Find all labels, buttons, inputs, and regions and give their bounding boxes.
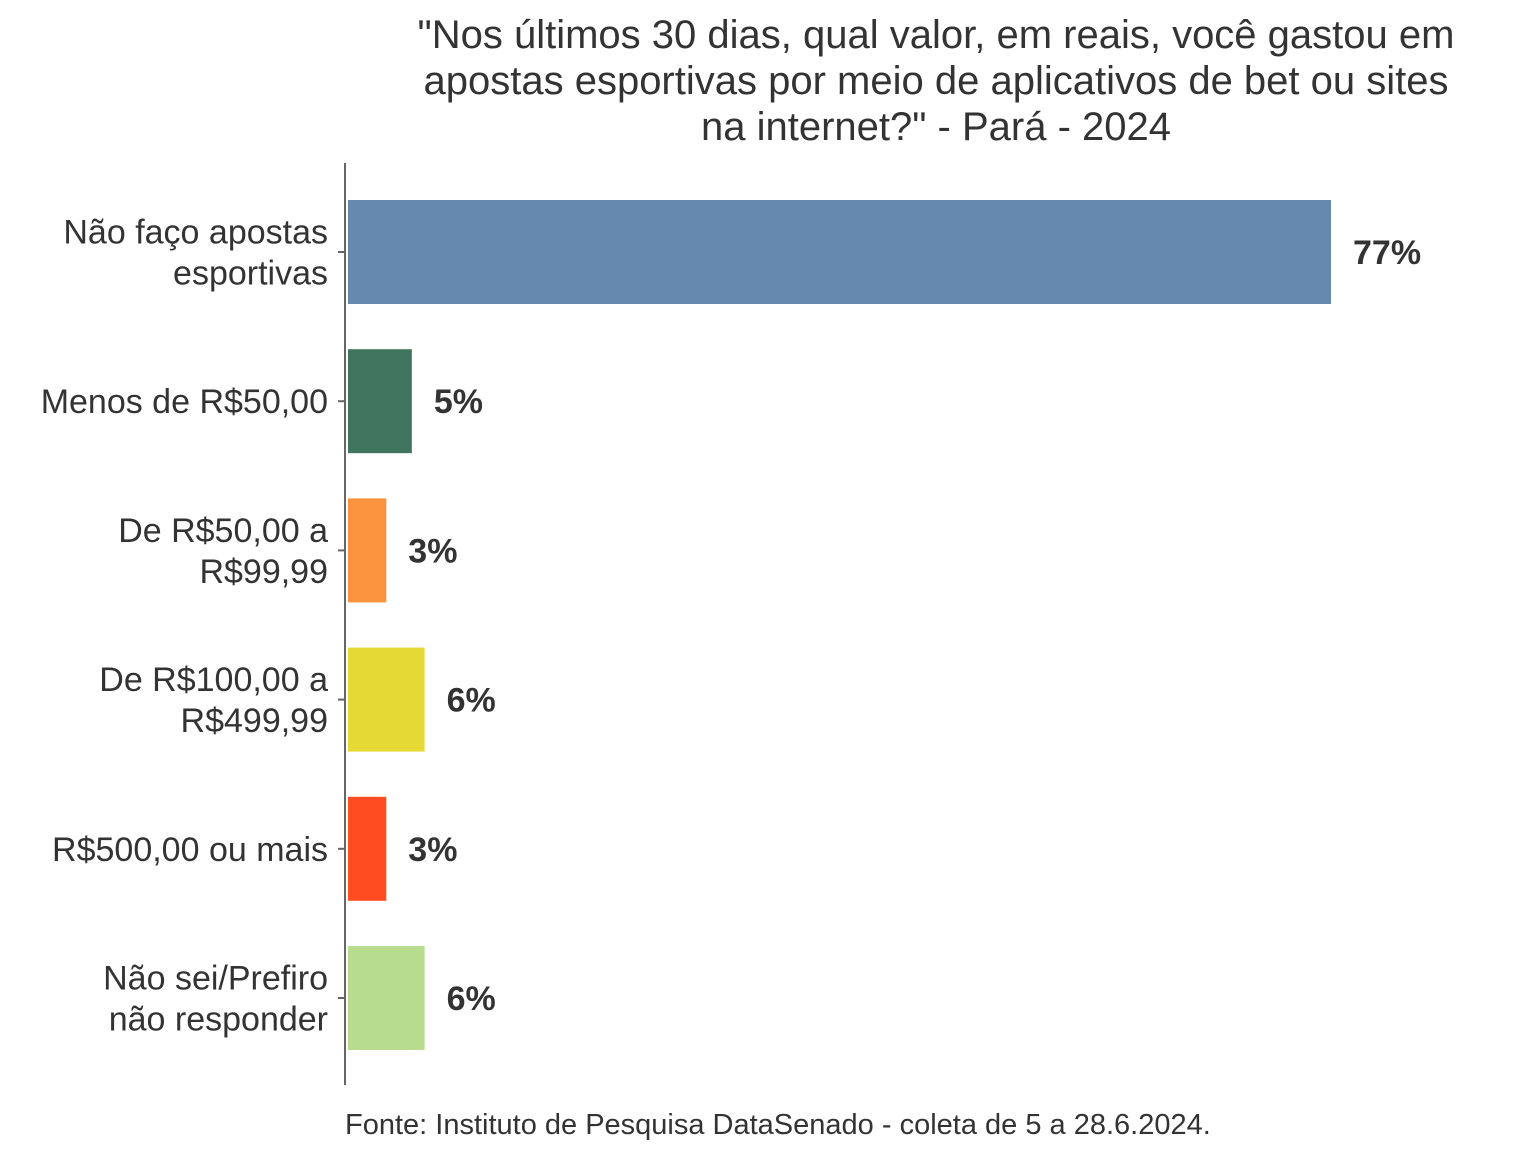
category-label-2-line-0: De R$50,00 a: [118, 512, 328, 550]
chart-title-line-1: "Nos últimos 30 dias, qual valor, em rea…: [418, 13, 1455, 57]
bar-5: [348, 946, 425, 1050]
value-labels-group: 77% 5% 3% 6% 3% 6%: [408, 234, 1421, 1018]
bar-1: [348, 349, 412, 454]
chart-title-line-2: apostas esportivas por meio de aplicativ…: [423, 59, 1448, 103]
y-axis-ticks-group: [338, 251, 345, 999]
bar-0: [348, 200, 1331, 304]
value-label-5: 6%: [447, 980, 496, 1018]
bars-group: [348, 200, 1331, 1050]
value-label-0: 77%: [1353, 234, 1421, 272]
category-label-0-line-1: esportivas: [173, 255, 328, 293]
category-label-5-line-1: não responder: [109, 1001, 328, 1039]
chart-title: "Nos últimos 30 dias, qual valor, em rea…: [418, 13, 1455, 149]
category-label-3-line-0: De R$100,00 a: [99, 661, 328, 699]
bar-2: [348, 498, 387, 603]
bar-3: [348, 647, 425, 752]
value-label-2: 3%: [408, 532, 457, 570]
category-label-2-line-1: R$99,99: [199, 553, 328, 591]
category-label-5-line-0: Não sei/Prefiro: [103, 960, 328, 998]
category-label-4-line-0: R$500,00 ou mais: [52, 831, 328, 869]
source-caption: Fonte: Instituto de Pesquisa DataSenado …: [345, 1109, 1211, 1141]
value-label-4: 3%: [408, 831, 457, 869]
category-label-3-line-1: R$499,99: [181, 702, 328, 740]
value-label-3: 6%: [447, 682, 496, 720]
value-label-1: 5%: [434, 383, 483, 421]
category-label-1-line-0: Menos de R$50,00: [41, 383, 328, 421]
category-label-0-line-0: Não faço apostas: [63, 214, 328, 252]
bar-4: [348, 796, 387, 901]
chart-title-line-3: na internet?" - Pará - 2024: [701, 105, 1171, 149]
